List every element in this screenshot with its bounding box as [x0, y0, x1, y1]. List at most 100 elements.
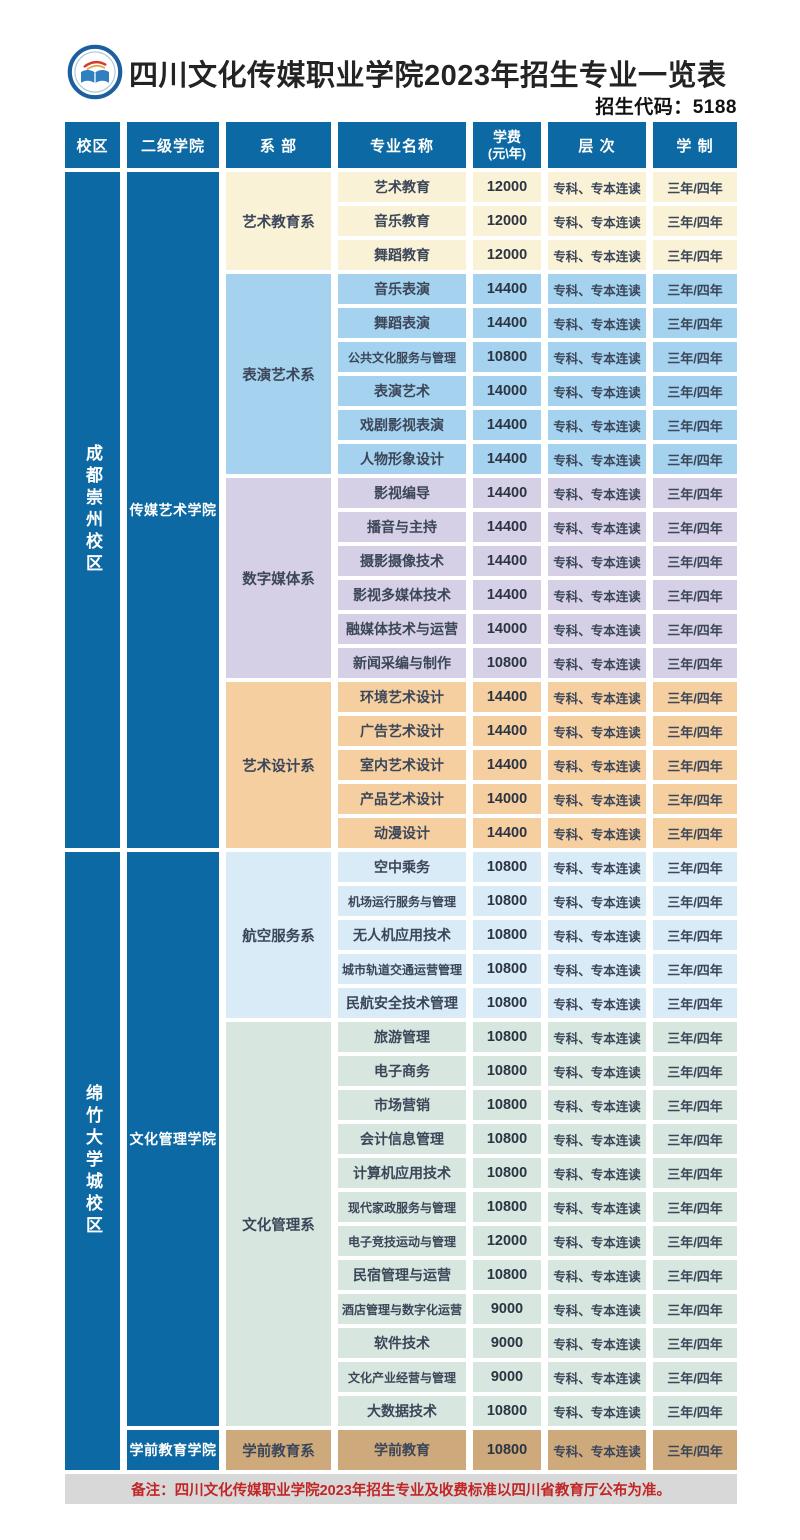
major-cell: 机场运行服务与管理 — [338, 886, 466, 916]
fee-cell: 14000 — [473, 784, 541, 814]
level-cell: 专科、专本连读 — [548, 818, 646, 848]
duration-cell: 三年/四年 — [653, 1294, 737, 1324]
major-cell: 软件技术 — [338, 1328, 466, 1358]
department-cell: 学前教育系 — [226, 1430, 331, 1470]
college-emblem-icon — [67, 44, 123, 100]
duration-cell: 三年/四年 — [653, 206, 737, 236]
major-cell: 摄影摄像技术 — [338, 546, 466, 576]
header-college: 二级学院 — [127, 122, 219, 168]
major-cell: 公共文化服务与管理 — [338, 342, 466, 372]
level-cell: 专科、专本连读 — [548, 240, 646, 270]
footer-note: 备注：四川文化传媒职业学院2023年招生专业及收费标准以四川省教育厅公布为准。 — [65, 1474, 737, 1504]
duration-cell: 三年/四年 — [653, 886, 737, 916]
level-cell: 专科、专本连读 — [548, 1158, 646, 1188]
major-cell: 影视多媒体技术 — [338, 580, 466, 610]
level-cell: 专科、专本连读 — [548, 1124, 646, 1154]
major-cell: 计算机应用技术 — [338, 1158, 466, 1188]
major-cell: 无人机应用技术 — [338, 920, 466, 950]
major-cell: 新闻采编与制作 — [338, 648, 466, 678]
fee-cell: 9000 — [473, 1294, 541, 1324]
fee-cell: 10800 — [473, 1124, 541, 1154]
level-cell: 专科、专本连读 — [548, 988, 646, 1018]
content: 四川文化传媒职业学院2023年招生专业一览表 招生代码：5188 校区 二级学院… — [65, 44, 737, 1504]
department-cell: 艺术教育系 — [226, 172, 331, 270]
duration-cell: 三年/四年 — [653, 988, 737, 1018]
department-cell: 文化管理系 — [226, 1022, 331, 1426]
major-cell: 融媒体技术与运营 — [338, 614, 466, 644]
major-cell: 民宿管理与运营 — [338, 1260, 466, 1290]
major-cell: 舞蹈教育 — [338, 240, 466, 270]
duration-cell: 三年/四年 — [653, 818, 737, 848]
fee-cell: 12000 — [473, 172, 541, 202]
duration-cell: 三年/四年 — [653, 1260, 737, 1290]
department-cell: 数字媒体系 — [226, 478, 331, 678]
fee-cell: 14400 — [473, 274, 541, 304]
fee-cell: 10800 — [473, 920, 541, 950]
fee-cell: 14000 — [473, 614, 541, 644]
duration-cell: 三年/四年 — [653, 1430, 737, 1470]
fee-cell: 10800 — [473, 1158, 541, 1188]
duration-cell: 三年/四年 — [653, 512, 737, 542]
major-cell: 表演艺术 — [338, 376, 466, 406]
level-cell: 专科、专本连读 — [548, 614, 646, 644]
fee-cell: 14400 — [473, 716, 541, 746]
level-cell: 专科、专本连读 — [548, 1022, 646, 1052]
major-cell: 人物形象设计 — [338, 444, 466, 474]
level-cell: 专科、专本连读 — [548, 1090, 646, 1120]
duration-cell: 三年/四年 — [653, 716, 737, 746]
level-cell: 专科、专本连读 — [548, 410, 646, 440]
level-cell: 专科、专本连读 — [548, 376, 646, 406]
level-cell: 专科、专本连读 — [548, 1260, 646, 1290]
college-cell: 传媒艺术学院 — [127, 172, 219, 848]
level-cell: 专科、专本连读 — [548, 852, 646, 882]
admission-code: 招生代码：5188 — [595, 97, 737, 118]
level-cell: 专科、专本连读 — [548, 512, 646, 542]
campus-cell: 成都崇州校区 — [65, 172, 120, 848]
major-cell: 音乐表演 — [338, 274, 466, 304]
fee-cell: 14400 — [473, 308, 541, 338]
fee-cell: 12000 — [473, 1226, 541, 1256]
duration-cell: 三年/四年 — [653, 1226, 737, 1256]
fee-cell: 10800 — [473, 1260, 541, 1290]
level-cell: 专科、专本连读 — [548, 1192, 646, 1222]
duration-cell: 三年/四年 — [653, 1328, 737, 1358]
fee-cell: 14400 — [473, 580, 541, 610]
duration-cell: 三年/四年 — [653, 478, 737, 508]
level-cell: 专科、专本连读 — [548, 682, 646, 712]
duration-cell: 三年/四年 — [653, 784, 737, 814]
fee-cell: 12000 — [473, 206, 541, 236]
major-cell: 艺术教育 — [338, 172, 466, 202]
duration-cell: 三年/四年 — [653, 1090, 737, 1120]
major-cell: 文化产业经营与管理 — [338, 1362, 466, 1392]
duration-cell: 三年/四年 — [653, 1192, 737, 1222]
level-cell: 专科、专本连读 — [548, 1328, 646, 1358]
fee-cell: 10800 — [473, 342, 541, 372]
level-cell: 专科、专本连读 — [548, 580, 646, 610]
major-cell: 学前教育 — [338, 1430, 466, 1470]
level-cell: 专科、专本连读 — [548, 478, 646, 508]
enrollment-table: 校区 二级学院 系 部 专业名称 学费 (元\年) 层 次 学 制 备注：四川文… — [65, 122, 737, 1504]
major-cell: 民航安全技术管理 — [338, 988, 466, 1018]
fee-cell: 14000 — [473, 376, 541, 406]
duration-cell: 三年/四年 — [653, 410, 737, 440]
duration-cell: 三年/四年 — [653, 308, 737, 338]
campus-cell: 绵竹大学城校区 — [65, 852, 120, 1470]
header-fee-line1: 学费 — [493, 128, 521, 145]
level-cell: 专科、专本连读 — [548, 206, 646, 236]
level-cell: 专科、专本连读 — [548, 750, 646, 780]
fee-cell: 14400 — [473, 444, 541, 474]
duration-cell: 三年/四年 — [653, 580, 737, 610]
fee-cell: 14400 — [473, 546, 541, 576]
fee-cell: 10800 — [473, 852, 541, 882]
header-major: 专业名称 — [338, 122, 466, 168]
major-cell: 室内艺术设计 — [338, 750, 466, 780]
level-cell: 专科、专本连读 — [548, 444, 646, 474]
level-cell: 专科、专本连读 — [548, 716, 646, 746]
fee-cell: 10800 — [473, 648, 541, 678]
duration-cell: 三年/四年 — [653, 342, 737, 372]
major-cell: 环境艺术设计 — [338, 682, 466, 712]
duration-cell: 三年/四年 — [653, 1056, 737, 1086]
level-cell: 专科、专本连读 — [548, 1430, 646, 1470]
fee-cell: 10800 — [473, 1056, 541, 1086]
